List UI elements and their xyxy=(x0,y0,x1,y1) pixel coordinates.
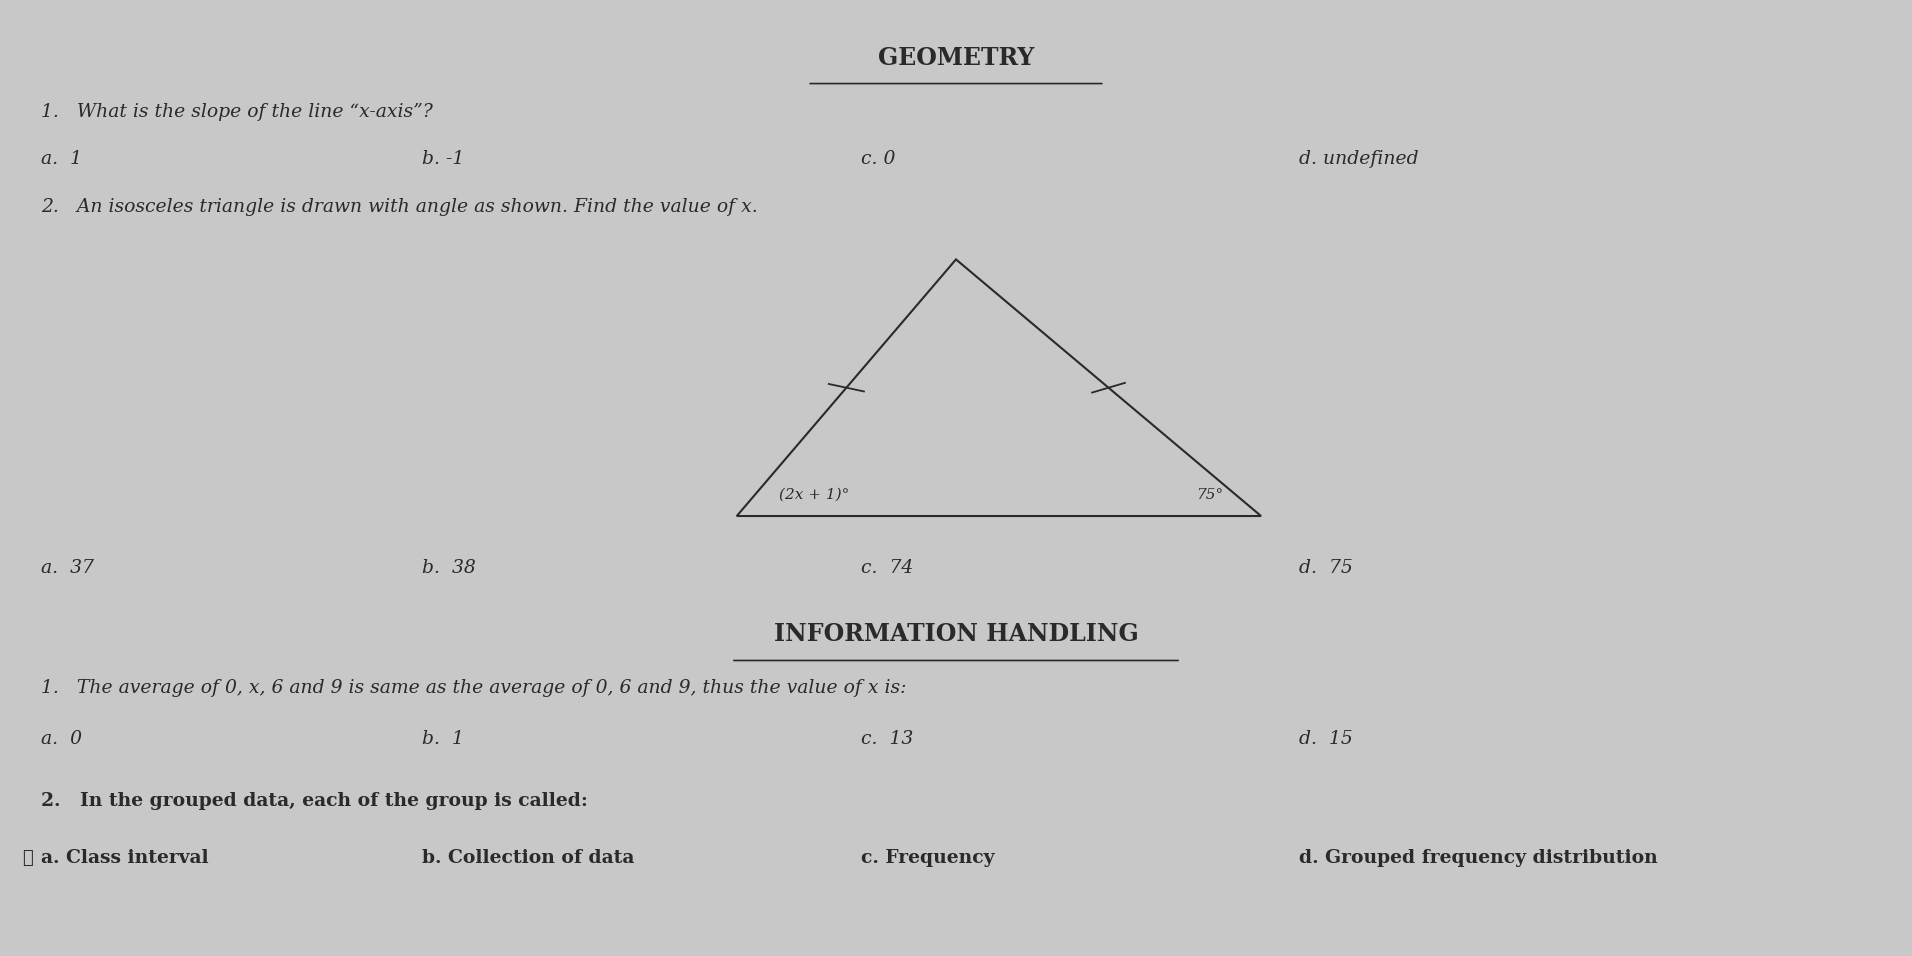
Text: b. -1: b. -1 xyxy=(423,150,465,168)
Text: INFORMATION HANDLING: INFORMATION HANDLING xyxy=(774,622,1138,646)
Text: 2.   In the grouped data, each of the group is called:: 2. In the grouped data, each of the grou… xyxy=(40,792,587,810)
Text: a. Class interval: a. Class interval xyxy=(40,849,208,867)
Text: 75°: 75° xyxy=(1195,488,1224,502)
Text: d.  15: d. 15 xyxy=(1298,729,1354,748)
Text: d.  75: d. 75 xyxy=(1298,559,1354,576)
Text: d. undefined: d. undefined xyxy=(1298,150,1419,168)
Text: 1.   The average of 0, x, 6 and 9 is same as the average of 0, 6 and 9, thus the: 1. The average of 0, x, 6 and 9 is same … xyxy=(40,680,906,698)
Text: c.  13: c. 13 xyxy=(860,729,912,748)
Text: a.  1: a. 1 xyxy=(40,150,82,168)
Text: a.  0: a. 0 xyxy=(40,729,82,748)
Text: 1.   What is the slope of the line “x-axis”?: 1. What is the slope of the line “x-axis… xyxy=(40,102,432,120)
Text: d. Grouped frequency distribution: d. Grouped frequency distribution xyxy=(1298,849,1658,867)
Text: a.  37: a. 37 xyxy=(40,559,94,576)
Text: ✓: ✓ xyxy=(21,849,33,867)
Text: GEOMETRY: GEOMETRY xyxy=(878,46,1034,70)
Text: c. 0: c. 0 xyxy=(860,150,895,168)
Text: c.  74: c. 74 xyxy=(860,559,912,576)
Text: b.  38: b. 38 xyxy=(423,559,476,576)
Text: c. Frequency: c. Frequency xyxy=(860,849,994,867)
Text: b.  1: b. 1 xyxy=(423,729,465,748)
Text: b. Collection of data: b. Collection of data xyxy=(423,849,635,867)
Text: (2x + 1)°: (2x + 1)° xyxy=(778,488,849,502)
Text: 2.   An isosceles triangle is drawn with angle as shown. Find the value of x.: 2. An isosceles triangle is drawn with a… xyxy=(40,198,757,216)
